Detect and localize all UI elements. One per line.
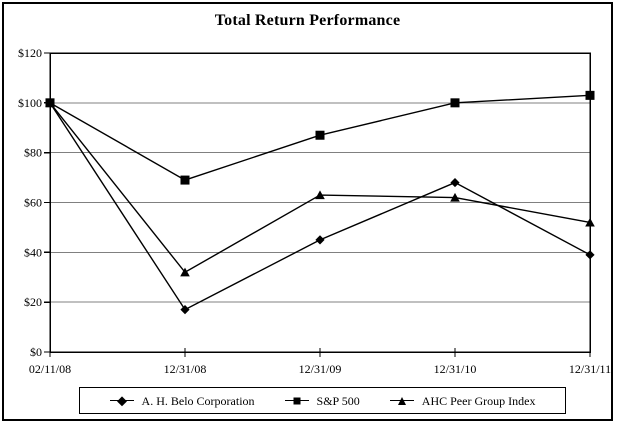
y-tick-label: $20: [24, 295, 42, 309]
x-tick-label: 12/31/09: [299, 362, 342, 376]
triangle-legend-icon: [389, 396, 414, 406]
y-tick-label: $100: [18, 96, 42, 110]
legend-item-a-h-belo-corporation: A. H. Belo Corporation: [109, 393, 255, 408]
triangle-marker: [450, 192, 460, 202]
legend: A. H. Belo Corporation S&P 500 AHC Peer Gr…: [79, 387, 566, 414]
square-icon: [293, 397, 301, 404]
diamond-marker: [315, 235, 325, 245]
legend-item-s-p-500: S&P 500: [284, 393, 360, 408]
legend-item-ahc-peer-group-index: AHC Peer Group Index: [389, 393, 536, 408]
square-marker: [315, 130, 325, 140]
series-line-ahc-peer-group-index: [49, 102, 591, 274]
x-tick-label: 12/31/08: [164, 362, 207, 376]
y-tick-label: $0: [30, 345, 42, 359]
legend-label: AHC Peer Group Index: [421, 393, 536, 408]
triangle-marker: [315, 190, 325, 200]
square-marker: [450, 98, 460, 108]
x-tick-label: 12/31/11: [569, 362, 611, 376]
y-tick-label: $40: [24, 245, 42, 259]
square-legend-icon: [284, 396, 309, 406]
y-tick-label: $80: [24, 146, 42, 160]
triangle-marker: [585, 217, 595, 227]
square-marker: [585, 90, 595, 100]
triangle-marker: [45, 98, 55, 107]
diamond-marker: [585, 250, 595, 260]
diamond-marker: [450, 177, 460, 188]
square-marker: [180, 175, 190, 185]
y-tick-label: $120: [18, 46, 42, 60]
x-tick-label: 12/31/10: [434, 362, 477, 376]
diamond-marker: [180, 305, 190, 315]
diamond-legend-icon: [109, 395, 134, 406]
chart-title: Total Return Performance: [214, 12, 401, 29]
x-tick-label: 02/11/08: [29, 362, 71, 376]
y-tick-label: $60: [24, 196, 42, 210]
triangle-marker: [180, 267, 190, 277]
triangle-icon: [397, 396, 406, 405]
legend-label: S&P 500: [316, 393, 360, 408]
diamond-icon: [116, 395, 127, 406]
figure-border: [2, 2, 613, 421]
legend-label: A. H. Belo Corporation: [141, 393, 255, 408]
